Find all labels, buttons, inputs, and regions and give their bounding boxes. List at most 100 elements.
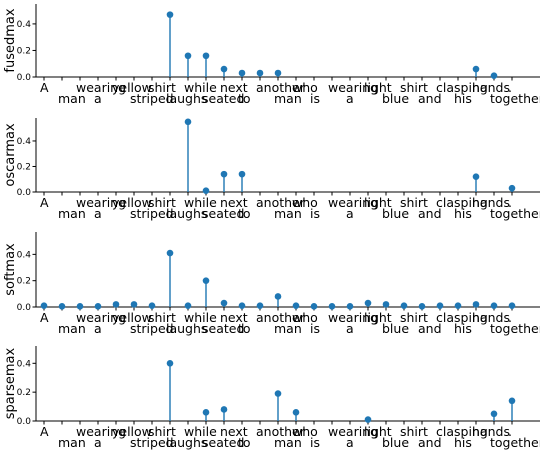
stem-marker (490, 72, 498, 79)
y-tick-label: 0.0 (17, 73, 32, 83)
x-tick-label: striped (130, 91, 174, 106)
x-tick-label: and (418, 321, 442, 336)
x-tick-label: . (508, 424, 512, 439)
y-tick-label: 0.4 (17, 250, 32, 260)
x-tick-label: a (346, 91, 354, 106)
x-tick-label: while (184, 424, 217, 439)
y-axis-label: sparsemax (3, 347, 18, 419)
y-tick-label: 0.2 (17, 162, 31, 172)
stem-marker (508, 184, 516, 192)
x-tick-label: seated (202, 321, 244, 336)
stem-marker (202, 187, 210, 195)
y-tick-label: 0.0 (17, 303, 32, 313)
y-tick-label: 0.2 (17, 46, 31, 56)
x-tick-label: next (220, 80, 248, 95)
x-tick-label: hands (472, 195, 510, 210)
x-tick-label: clasping (436, 424, 488, 439)
x-tick-label: laughs (166, 321, 207, 336)
stem-marker (256, 302, 264, 309)
x-tick-label: laughs (166, 435, 207, 450)
stem-marker (472, 173, 480, 180)
y-axis-label: softmax (3, 243, 18, 296)
y-tick-label: 0.4 (17, 137, 32, 147)
stem-marker (76, 303, 84, 310)
stem-marker (364, 299, 372, 307)
stem-marker (418, 303, 426, 310)
stem-marker (328, 303, 336, 310)
stem-marker (94, 303, 102, 310)
x-tick-label: blue (382, 321, 409, 336)
x-tick-label: a (94, 435, 102, 450)
x-tick-label: light (364, 424, 392, 439)
y-tick-label: 0.2 (17, 388, 31, 398)
x-tick-label: man (274, 206, 302, 221)
stem-marker (364, 416, 372, 423)
stem-marker (202, 52, 210, 60)
y-tick-label: 0.4 (17, 359, 32, 369)
x-tick-label: who (292, 195, 318, 210)
x-tick-label: hands (472, 424, 510, 439)
x-tick-label: together (490, 91, 540, 106)
x-tick-label: a (94, 321, 102, 336)
x-tick-label: seated (202, 206, 244, 221)
x-tick-label: blue (382, 435, 409, 450)
x-tick-label: a (346, 435, 354, 450)
stem-marker (454, 302, 462, 309)
x-tick-label: together (490, 321, 540, 336)
stem-marker (220, 299, 228, 307)
x-tick-label: is (310, 435, 320, 450)
panel-oscarmax: 0.00.20.4oscarmaxAmanwearingayellowstrip… (3, 118, 540, 221)
stem-marker (472, 65, 480, 73)
x-tick-label: his (454, 206, 472, 221)
x-tick-label: shirt (148, 195, 176, 210)
x-tick-label: who (292, 80, 318, 95)
stem-marker (292, 302, 300, 309)
x-tick-label: while (184, 310, 217, 325)
x-tick-label: a (346, 206, 354, 221)
x-tick-label: A (40, 310, 49, 325)
stem-marker (166, 360, 174, 367)
x-tick-label: to (238, 91, 251, 106)
stem-marker (274, 390, 282, 397)
x-tick-label: light (364, 80, 392, 95)
x-tick-label: shirt (148, 80, 176, 95)
x-tick-label: while (184, 195, 217, 210)
x-tick-label: and (418, 435, 442, 450)
stem-marker (238, 170, 246, 178)
x-tick-label: next (220, 195, 248, 210)
stem-marker (112, 301, 120, 308)
x-tick-label: clasping (436, 80, 488, 95)
x-tick-label: laughs (166, 206, 207, 221)
stem-marker (238, 302, 246, 309)
panel-sparsemax: 0.00.20.4sparsemaxAmanwearingayellowstri… (3, 346, 540, 450)
x-tick-label: wearing (328, 424, 378, 439)
y-axis-label: oscarmax (3, 123, 18, 187)
stem-marker (220, 406, 228, 413)
stem-marker (184, 302, 192, 309)
x-tick-label: who (292, 424, 318, 439)
stem-marker (508, 397, 516, 405)
stem-marker (310, 303, 318, 310)
stem-marker (130, 301, 138, 308)
y-tick-label: 0.0 (17, 417, 32, 427)
stem-marker (490, 410, 498, 418)
y-axis-label: fusedmax (3, 8, 18, 72)
stem-marker (202, 277, 210, 284)
stem-marker (148, 302, 156, 309)
x-tick-label: wearing (76, 424, 126, 439)
stem-marker (346, 303, 354, 310)
x-tick-label: another (256, 424, 306, 439)
x-tick-label: yellow (112, 195, 152, 210)
x-tick-label: to (238, 435, 251, 450)
x-tick-label: a (346, 321, 354, 336)
stem-marker (490, 302, 498, 309)
stem-marker (508, 302, 516, 309)
x-tick-label: next (220, 310, 248, 325)
x-tick-label: . (508, 195, 512, 210)
x-tick-label: a (94, 206, 102, 221)
stem-marker (382, 301, 390, 308)
x-tick-label: clasping (436, 195, 488, 210)
x-tick-label: blue (382, 91, 409, 106)
x-tick-label: striped (130, 435, 174, 450)
